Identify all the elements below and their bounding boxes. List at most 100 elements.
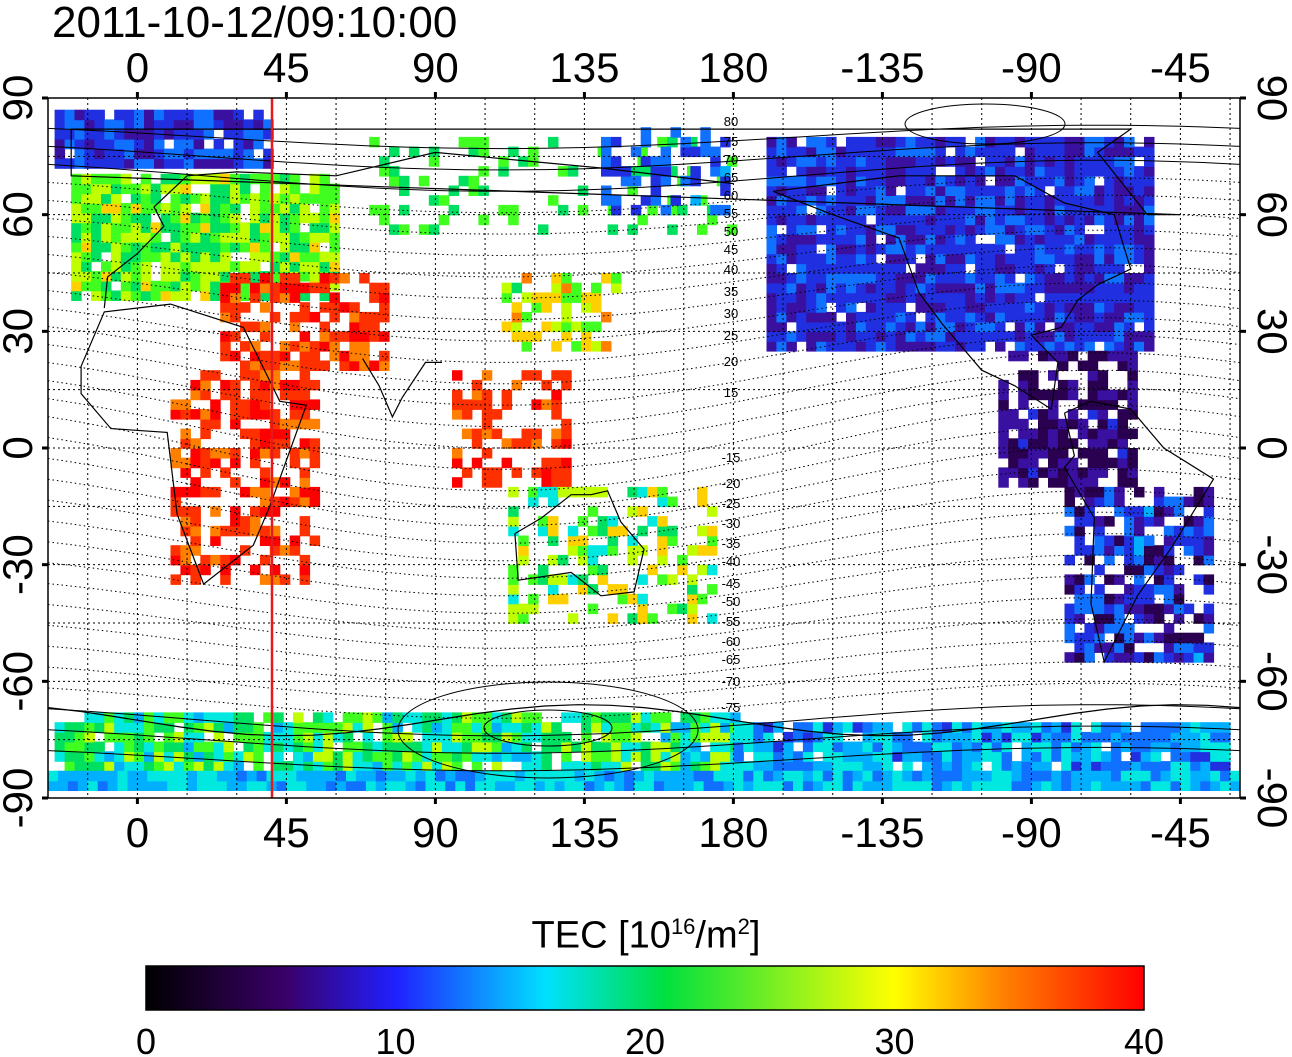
tec-cell <box>319 273 330 284</box>
tec-cell <box>1124 175 1135 187</box>
tec-cell <box>912 741 923 753</box>
tec-cell <box>233 751 244 762</box>
tec-cell <box>160 222 172 233</box>
tec-cell <box>892 731 903 743</box>
tec-cell <box>680 741 691 753</box>
tec-cell <box>971 751 983 762</box>
tec-cell <box>54 119 66 130</box>
tec-cell <box>372 741 383 753</box>
tec-cell <box>816 311 827 323</box>
tec-cell <box>528 574 539 585</box>
tec-cell <box>471 438 483 449</box>
tec-cell <box>806 146 817 158</box>
tec-cell <box>81 173 92 185</box>
tec-cell <box>985 253 996 265</box>
tec-cell <box>1084 166 1095 177</box>
tec-cell <box>144 731 155 743</box>
tec-cell <box>48 780 59 791</box>
tec-cell <box>299 193 311 204</box>
tec-cell <box>124 712 135 723</box>
tec-cell <box>110 290 122 301</box>
tec-cell <box>220 467 231 478</box>
tec-cell <box>124 158 135 169</box>
tec-cell <box>329 212 340 224</box>
tec-cell <box>875 166 887 177</box>
tec-cell <box>250 389 261 401</box>
tec-cell <box>1048 399 1059 410</box>
tec-cell <box>1203 516 1215 527</box>
tec-cell <box>1044 282 1056 294</box>
tec-cell <box>54 731 66 743</box>
tec-cell <box>985 321 996 333</box>
tec-cell <box>458 136 470 148</box>
tec-cell <box>1173 506 1185 517</box>
tec-cell <box>1061 770 1072 782</box>
tec-cell <box>961 731 973 743</box>
tec-cell <box>922 741 933 753</box>
tec-cell <box>395 780 407 791</box>
tec-cell <box>170 506 181 517</box>
tec-cell <box>951 770 963 782</box>
tec-cell <box>561 292 572 303</box>
tec-cell <box>382 741 393 753</box>
tec-cell <box>230 222 241 233</box>
tec-cell <box>531 712 542 723</box>
tec-cell <box>154 138 165 150</box>
tec-cell <box>905 282 917 294</box>
tec-cell <box>975 136 986 148</box>
contour-line <box>48 426 1240 509</box>
tec-cell <box>134 148 145 160</box>
tec-cell <box>1034 253 1046 265</box>
tec-cell <box>766 136 777 148</box>
tec-cell <box>1104 136 1115 148</box>
tec-cell <box>200 486 211 498</box>
tec-cell <box>150 183 162 195</box>
tec-cell <box>461 409 473 420</box>
tec-cell <box>306 770 317 782</box>
tec-cell <box>1150 741 1162 753</box>
tec-cell <box>253 129 264 140</box>
tec-cell <box>796 273 807 284</box>
tec-cell <box>180 467 191 478</box>
tec-cell <box>710 731 721 743</box>
tec-cell <box>352 712 364 723</box>
tec-cell <box>561 321 572 333</box>
tec-cell <box>826 224 837 235</box>
tec-cell <box>1044 243 1056 255</box>
tec-cell <box>1054 341 1066 352</box>
tec-cell <box>895 292 907 303</box>
tec-cell <box>91 173 102 185</box>
tec-cell <box>836 253 847 265</box>
tec-cell <box>885 341 897 352</box>
tec-cell <box>259 574 271 585</box>
tec-cell <box>1127 379 1138 391</box>
tec-cell <box>1064 632 1075 644</box>
tec-cell <box>190 222 201 233</box>
tec-cell <box>514 780 526 791</box>
tec-cell <box>945 292 956 303</box>
tec-cell <box>1028 438 1039 449</box>
tec-cell <box>101 173 112 185</box>
tec-cell <box>124 109 135 121</box>
tec-cell <box>269 448 281 459</box>
tec-cell <box>243 712 254 723</box>
tec-cell <box>1021 741 1032 753</box>
tec-cell <box>74 751 85 762</box>
tec-cell <box>1144 234 1155 245</box>
tec-cell <box>107 780 119 791</box>
tec-cell <box>468 175 479 187</box>
tec-cell <box>915 136 926 148</box>
tec-cell <box>730 712 741 723</box>
tec-cell <box>1028 467 1039 478</box>
tec-cell <box>965 311 976 323</box>
tec-cell <box>259 350 271 362</box>
tec-cell <box>1163 535 1175 546</box>
tec-cell <box>1134 292 1145 303</box>
tec-cell <box>71 183 82 195</box>
tec-cell <box>534 770 546 782</box>
tec-cell <box>895 331 907 342</box>
tec-cell <box>1064 321 1075 333</box>
tec-cell <box>925 204 936 216</box>
tec-cell <box>932 741 943 753</box>
tec-cell <box>855 292 867 303</box>
